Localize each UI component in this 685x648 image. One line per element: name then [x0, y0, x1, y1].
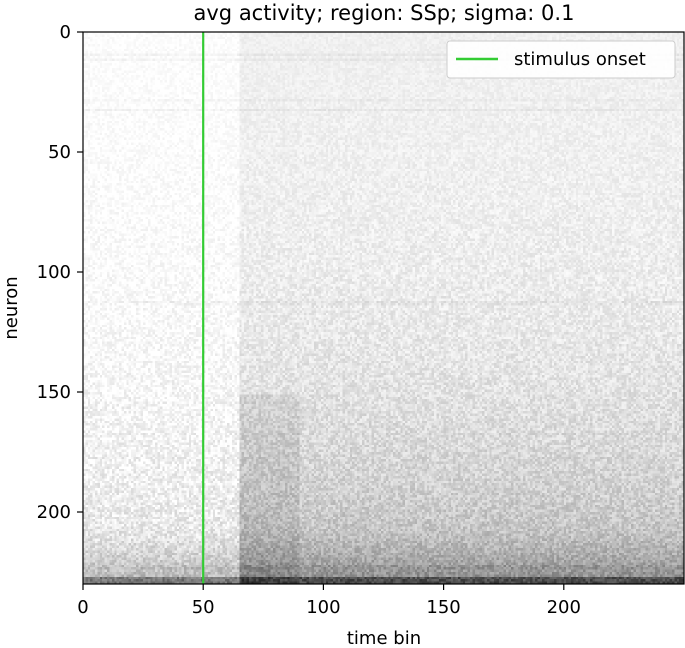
y-tick-label: 50 — [48, 142, 71, 163]
x-axis-label: time bin — [347, 628, 421, 648]
y-axis-label: neuron — [1, 276, 22, 339]
x-tick-label: 50 — [192, 597, 215, 618]
y-tick-label: 100 — [37, 262, 71, 283]
plot-area — [82, 31, 685, 585]
y-axis-ticks: 0 50 100 150 200 — [37, 22, 83, 523]
x-axis-ticks: 0 50 100 150 200 — [77, 584, 581, 618]
x-tick-label: 0 — [77, 597, 88, 618]
x-tick-label: 200 — [547, 597, 581, 618]
legend-label-stimulus-onset: stimulus onset — [514, 49, 646, 70]
y-tick-label: 150 — [37, 382, 71, 403]
x-tick-label: 100 — [306, 597, 340, 618]
y-tick-label: 0 — [60, 22, 71, 43]
heatmap-image — [83, 32, 684, 584]
plot-frame — [82, 31, 685, 585]
legend-box — [446, 40, 676, 79]
y-tick-label: 200 — [37, 502, 71, 523]
x-tick-label: 150 — [426, 597, 460, 618]
chart-title: avg activity; region: SSp; sigma: 0.1 — [194, 1, 575, 25]
legend: stimulus onset — [446, 40, 676, 79]
